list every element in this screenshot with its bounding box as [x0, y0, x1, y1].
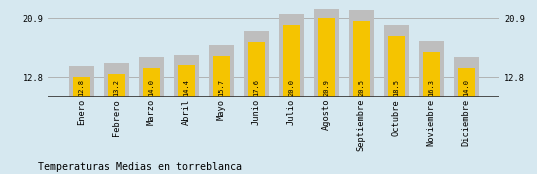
Bar — [69, 66, 94, 170]
Text: 15.7: 15.7 — [219, 79, 224, 96]
Bar — [108, 74, 125, 170]
Bar — [213, 56, 230, 170]
Bar — [244, 31, 269, 170]
Bar — [317, 18, 335, 170]
Bar — [139, 57, 164, 170]
Text: 14.4: 14.4 — [184, 79, 190, 96]
Bar — [353, 21, 370, 170]
Bar — [248, 42, 265, 170]
Text: 16.3: 16.3 — [429, 79, 434, 96]
Text: 17.6: 17.6 — [253, 79, 259, 96]
Bar — [423, 52, 440, 170]
Text: 13.2: 13.2 — [113, 79, 119, 96]
Text: Temperaturas Medias en torreblanca: Temperaturas Medias en torreblanca — [38, 162, 242, 172]
Bar — [209, 45, 234, 170]
Bar — [143, 68, 160, 170]
Bar — [104, 63, 129, 170]
Bar — [388, 36, 405, 170]
Text: 14.0: 14.0 — [463, 79, 469, 96]
Bar — [458, 68, 475, 170]
Bar — [349, 10, 374, 170]
Text: 20.9: 20.9 — [323, 79, 329, 96]
Bar — [384, 25, 409, 170]
Text: 20.0: 20.0 — [288, 79, 294, 96]
Text: 20.5: 20.5 — [358, 79, 364, 96]
Bar — [314, 7, 339, 170]
Bar — [282, 25, 300, 170]
Bar — [454, 57, 479, 170]
Bar — [72, 77, 90, 170]
Text: 12.8: 12.8 — [78, 79, 84, 96]
Bar — [178, 65, 195, 170]
Bar — [174, 54, 199, 170]
Bar — [419, 41, 444, 170]
Bar — [279, 14, 304, 170]
Text: 14.0: 14.0 — [148, 79, 155, 96]
Text: 18.5: 18.5 — [393, 79, 400, 96]
